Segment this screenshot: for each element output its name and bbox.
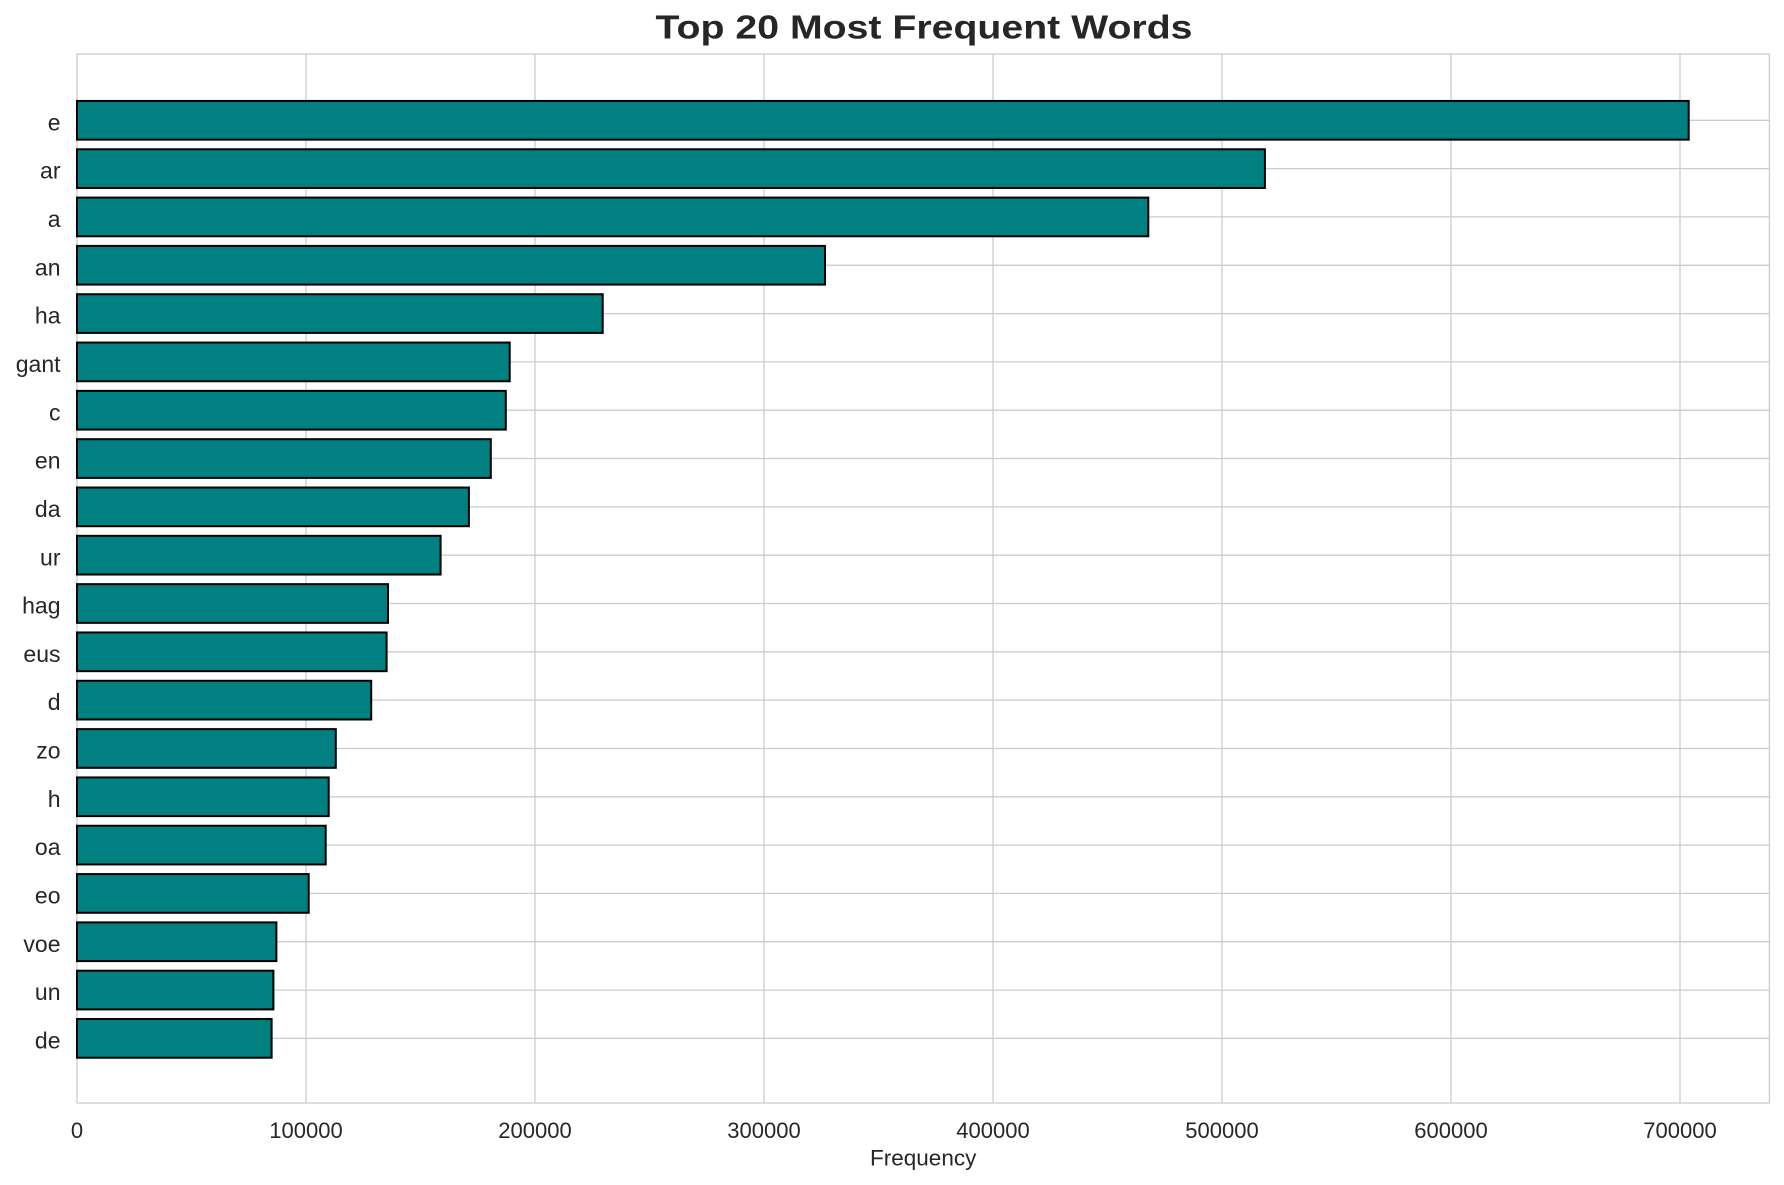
svg-text:an: an: [35, 254, 61, 280]
svg-text:600000: 600000: [1414, 1118, 1487, 1143]
svg-text:voe: voe: [23, 931, 60, 957]
svg-text:a: a: [48, 206, 61, 232]
svg-text:200000: 200000: [498, 1118, 571, 1143]
svg-text:c: c: [49, 399, 61, 425]
svg-text:0: 0: [71, 1118, 83, 1143]
svg-text:gant: gant: [16, 351, 61, 377]
svg-text:300000: 300000: [727, 1118, 800, 1143]
svg-text:d: d: [48, 689, 61, 715]
svg-text:100000: 100000: [269, 1118, 342, 1143]
svg-text:eo: eo: [35, 883, 61, 909]
svg-text:eus: eus: [23, 641, 60, 667]
svg-text:e: e: [48, 109, 61, 135]
svg-text:oa: oa: [35, 834, 61, 860]
svg-text:h: h: [48, 786, 61, 812]
svg-text:ur: ur: [40, 544, 61, 570]
svg-text:700000: 700000: [1643, 1118, 1716, 1143]
svg-text:Frequency: Frequency: [870, 1145, 977, 1170]
svg-text:un: un: [35, 979, 61, 1005]
svg-text:Top 20 Most Frequent Words: Top 20 Most Frequent Words: [656, 8, 1193, 45]
svg-text:500000: 500000: [1185, 1118, 1258, 1143]
svg-text:da: da: [35, 496, 61, 522]
svg-text:hag: hag: [22, 593, 60, 619]
svg-text:de: de: [35, 1028, 61, 1054]
svg-text:ha: ha: [35, 303, 61, 329]
svg-text:ar: ar: [40, 158, 61, 184]
svg-text:zo: zo: [36, 738, 60, 764]
svg-text:en: en: [35, 448, 61, 474]
svg-text:400000: 400000: [956, 1118, 1029, 1143]
